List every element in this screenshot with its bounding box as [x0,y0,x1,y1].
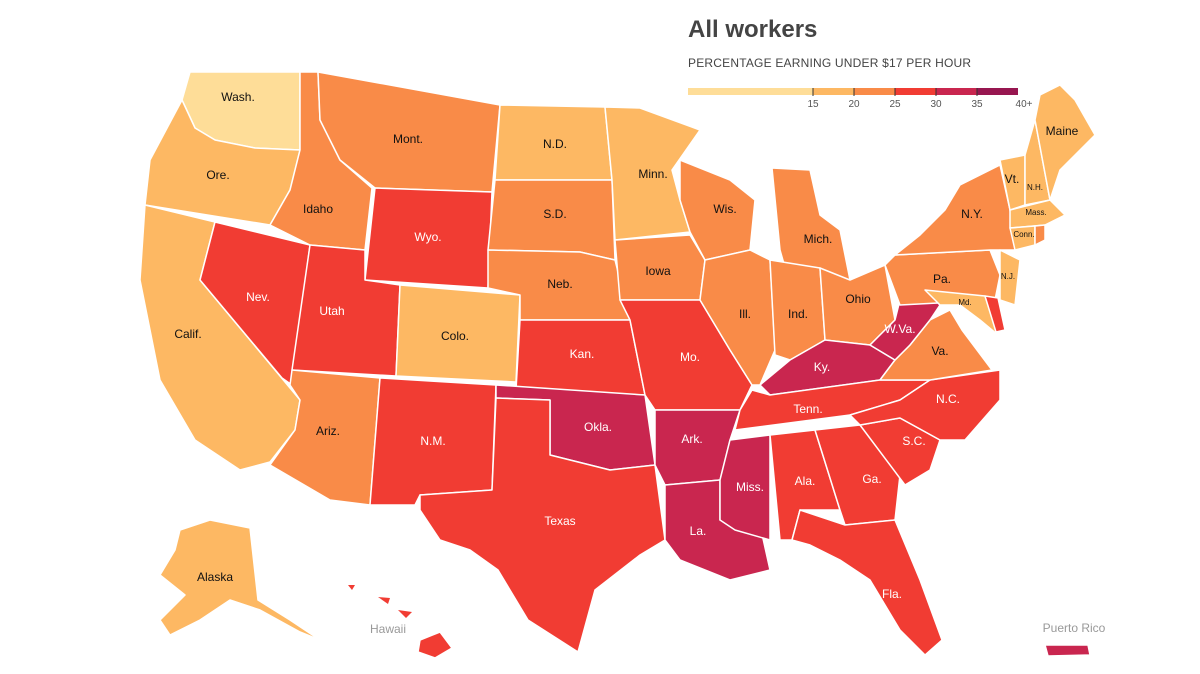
state-label-md: Md. [958,298,971,307]
hawaii-label: Hawaii [370,622,406,636]
map-subtitle: PERCENTAGE EARNING UNDER $17 PER HOUR [688,56,972,70]
state-label-ct: Conn. [1013,230,1034,239]
state-fl[interactable] [791,509,943,656]
legend-swatch [688,88,813,95]
state-me[interactable] [1034,84,1096,201]
state-label-tn: Tenn. [793,402,822,416]
state-hi-island[interactable] [398,610,412,618]
state-label-mn: Minn. [638,167,667,181]
state-label-az: Ariz. [316,424,340,438]
state-nc[interactable] [849,369,1001,441]
state-hi[interactable] [417,631,453,659]
state-label-nd: N.D. [543,137,567,151]
legend-tick-label: 20 [848,99,860,110]
state-label-ky: Ky. [814,360,830,374]
legend-swatch [936,88,977,95]
state-de[interactable] [984,295,1006,333]
state-label-ma: Mass. [1025,208,1046,217]
state-label-ia: Iowa [645,264,671,278]
state-label-nh: N.H. [1027,183,1043,192]
state-nv[interactable] [199,221,311,386]
state-label-wy: Wyo. [414,230,441,244]
state-label-il: Ill. [739,307,751,321]
state-label-nj: N.J. [1001,272,1015,281]
state-label-vt: Vt. [1005,172,1020,186]
state-label-sd: S.D. [543,207,566,221]
state-label-fl: Fla. [882,587,902,601]
state-nj[interactable] [999,249,1021,306]
state-labels-layer: Wash. Ore. Calif. Nev. Idaho Mont. Wyo. Utah Col… [174,90,1078,601]
legend-tick-label: 40+ [1016,99,1033,110]
state-label-ks: Kan. [570,347,595,361]
state-label-co: Colo. [441,329,469,343]
state-label-oh: Ohio [845,292,871,306]
state-label-me: Maine [1046,124,1079,138]
state-label-ny: N.Y. [961,207,983,221]
state-ak[interactable] [159,519,321,641]
legend-tick-label: 30 [930,99,942,110]
state-hi-island[interactable] [378,597,390,604]
map-title: All workers [688,16,818,43]
state-label-tx: Texas [544,514,575,528]
states-layer [139,71,1096,659]
state-label-ar: Ark. [681,432,702,446]
state-label-al: Ala. [795,474,816,488]
state-label-ak: Alaska [197,570,233,584]
state-label-wa: Wash. [221,90,255,104]
state-label-ne: Neb. [547,277,572,291]
state-label-nm: N.M. [420,434,445,448]
state-ri[interactable] [1034,224,1046,246]
state-label-ms: Miss. [736,480,764,494]
state-label-pa: Pa. [933,272,951,286]
state-label-mt: Mont. [393,132,423,146]
state-ma[interactable] [1009,199,1066,229]
state-label-nv: Nev. [246,290,270,304]
state-label-id: Idaho [303,202,333,216]
legend: 15 20 25 30 35 40+ [688,88,1033,110]
state-label-sc: S.C. [902,434,925,448]
state-ny[interactable] [894,164,1016,256]
state-label-ok: Okla. [584,420,612,434]
state-label-ca: Calif. [174,327,201,341]
puerto-rico-label: Puerto Rico [1043,621,1106,635]
state-tx[interactable] [419,397,666,653]
state-label-mi: Mich. [804,232,833,246]
legend-tick-label: 15 [807,99,819,110]
state-label-in: Ind. [788,307,808,321]
legend-swatch [813,88,854,95]
legend-tick-label: 25 [889,99,901,110]
legend-tick-label: 35 [971,99,983,110]
state-label-mo: Mo. [680,350,700,364]
legend-swatch [895,88,936,95]
state-hi-island[interactable] [348,585,355,590]
state-label-va: Va. [931,344,948,358]
legend-swatch [977,88,1018,95]
state-label-or: Ore. [206,168,229,182]
state-mi[interactable] [771,167,851,286]
legend-swatch [854,88,895,95]
state-label-ut: Utah [319,304,344,318]
state-label-wv: W.Va. [884,322,915,336]
state-label-la: La. [690,524,707,538]
state-pr[interactable] [1044,644,1091,657]
state-label-ga: Ga. [862,472,881,486]
state-label-wi: Wis. [713,202,736,216]
state-label-nc: N.C. [936,392,960,406]
